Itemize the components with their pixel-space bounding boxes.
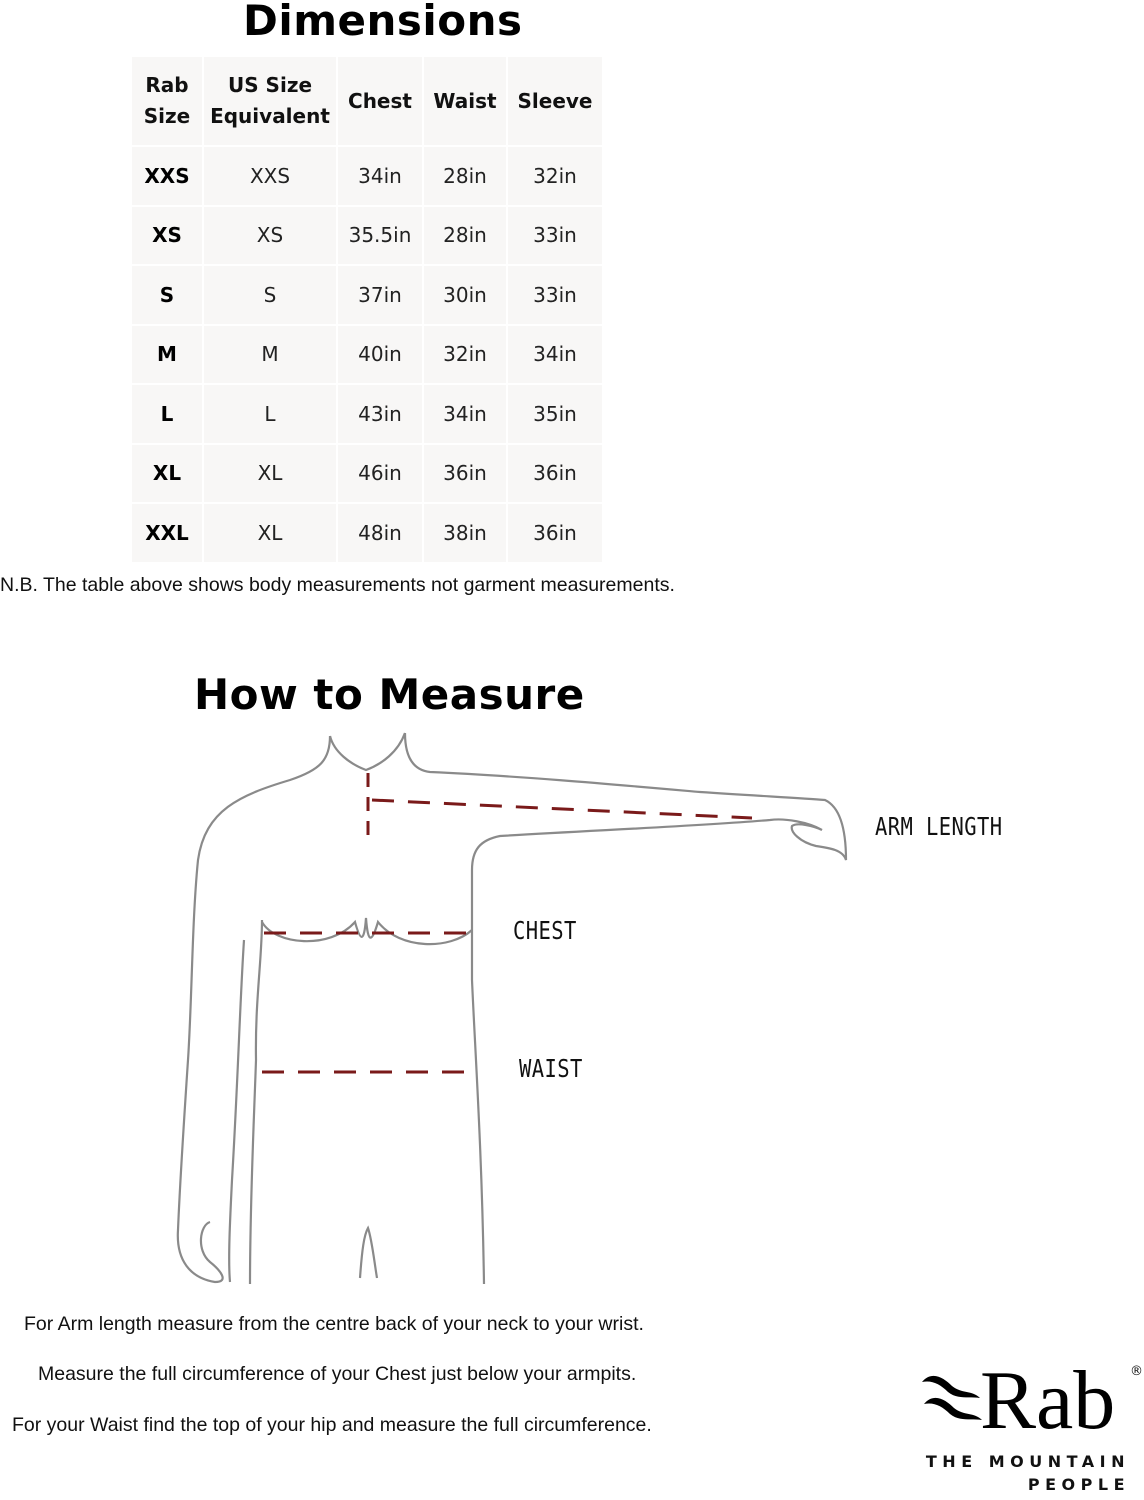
- column-header: Waist: [424, 57, 506, 145]
- body-diagram: [176, 732, 848, 1285]
- table-cell: XXL: [132, 504, 202, 562]
- instruction-arm: For Arm length measure from the centre b…: [24, 1313, 644, 1335]
- how-to-measure-title: How to Measure: [194, 670, 585, 719]
- table-row: S S 37in 30in 33in: [132, 266, 602, 324]
- table-cell: L: [204, 385, 336, 443]
- table-cell: 34in: [508, 325, 602, 383]
- table-cell: 33in: [508, 266, 602, 324]
- column-header: Sleeve: [508, 57, 602, 145]
- table-cell: 32in: [508, 147, 602, 205]
- table-row: L L 43in 34in 35in: [132, 385, 602, 443]
- table-cell: 34in: [424, 385, 506, 443]
- table-row: XS XS 35.5in 28in 33in: [132, 206, 602, 264]
- table-cell: XXS: [204, 147, 336, 205]
- table-note: N.B. The table above shows body measurem…: [0, 574, 675, 596]
- table-cell: XS: [132, 206, 202, 264]
- table-row: XXS XXS 34in 28in 32in: [132, 147, 602, 205]
- table-cell: 32in: [424, 325, 506, 383]
- column-header: US Size Equivalent: [204, 57, 336, 145]
- table-cell: L: [132, 385, 202, 443]
- instruction-waist: For your Waist find the top of your hip …: [12, 1414, 652, 1436]
- arm-length-label: ARM LENGTH: [875, 812, 1003, 841]
- table-row: M M 40in 32in 34in: [132, 325, 602, 383]
- table-row: XL XL 46in 36in 36in: [132, 444, 602, 502]
- table-cell: 35in: [508, 385, 602, 443]
- table-cell: 33in: [508, 206, 602, 264]
- table-cell: XL: [132, 444, 202, 502]
- table-cell: M: [132, 325, 202, 383]
- body-outline: [176, 732, 848, 1285]
- table-cell: XL: [204, 504, 336, 562]
- table-header-row: Rab Size US Size Equivalent Chest Waist Sleeve: [132, 57, 602, 145]
- table-cell: 36in: [508, 444, 602, 502]
- table-cell: 40in: [338, 325, 422, 383]
- table-cell: XXS: [132, 147, 202, 205]
- table-cell: 28in: [424, 206, 506, 264]
- table-cell: XL: [204, 444, 336, 502]
- table-cell: XS: [204, 206, 336, 264]
- rab-logo: Rab ® THE MOUNTAIN PEOPLE: [918, 1354, 1144, 1500]
- table-cell: 36in: [508, 504, 602, 562]
- table-cell: 37in: [338, 266, 422, 324]
- column-header: Chest: [338, 57, 422, 145]
- column-header: Rab Size: [132, 57, 202, 145]
- table-cell: 34in: [338, 147, 422, 205]
- logo-tagline-1: THE MOUNTAIN: [925, 1452, 1130, 1471]
- table-cell: 30in: [424, 266, 506, 324]
- size-table: Rab Size US Size Equivalent Chest Waist Sleeve…: [130, 55, 604, 564]
- table-cell: 46in: [338, 444, 422, 502]
- logo-wordmark: Rab: [980, 1354, 1116, 1447]
- table-cell: S: [132, 266, 202, 324]
- table-cell: S: [204, 266, 336, 324]
- table-cell: 43in: [338, 385, 422, 443]
- table-row: XXL XL 48in 38in 36in: [132, 504, 602, 562]
- table-cell: 35.5in: [338, 206, 422, 264]
- waist-label: WAIST: [519, 1054, 583, 1083]
- instruction-chest: Measure the full circumference of your C…: [38, 1363, 637, 1385]
- rab-wave-icon: [922, 1375, 982, 1420]
- dimensions-title: Dimensions: [243, 0, 523, 45]
- chest-label: CHEST: [513, 916, 577, 945]
- table-cell: 36in: [424, 444, 506, 502]
- table-cell: 38in: [424, 504, 506, 562]
- registered-mark: ®: [1130, 1364, 1143, 1379]
- arm-length-line: [371, 798, 753, 820]
- table-cell: 48in: [338, 504, 422, 562]
- table-cell: M: [204, 325, 336, 383]
- measure-lines: [262, 773, 753, 1074]
- table-cell: 28in: [424, 147, 506, 205]
- logo-tagline-2: PEOPLE: [1027, 1475, 1130, 1494]
